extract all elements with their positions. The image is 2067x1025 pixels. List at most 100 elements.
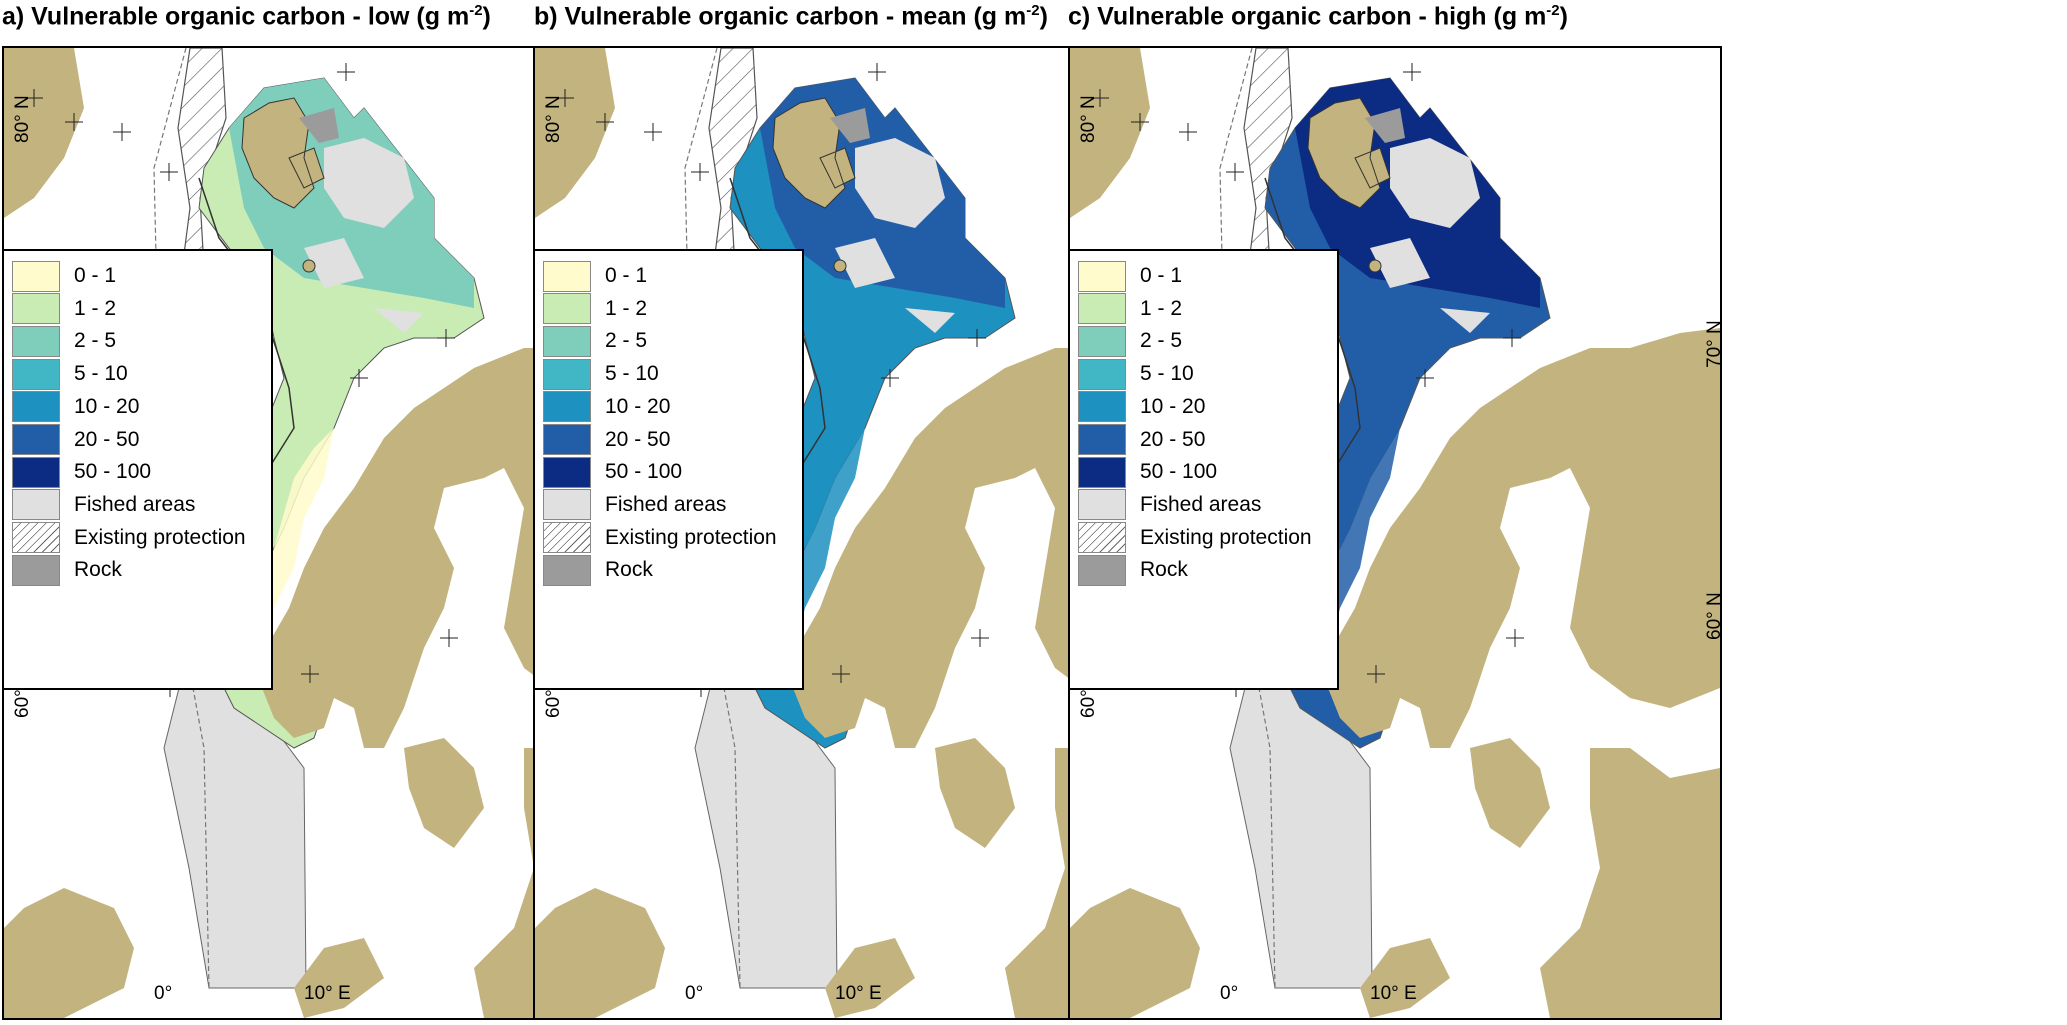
- graticule-cross: [881, 369, 899, 387]
- fished-area-barents: [835, 138, 955, 333]
- eez-boundary: [684, 48, 741, 989]
- uk-islands-land: [1070, 618, 1200, 1018]
- legend-item: 10 - 20: [543, 391, 670, 423]
- legend-swatch: [1078, 391, 1126, 423]
- legend-swatch: [1078, 325, 1126, 357]
- graticule-cross: [1403, 63, 1421, 81]
- legend-label: 10 - 20: [605, 394, 671, 418]
- panel-title-superscript: -2: [469, 2, 483, 19]
- legend-swatch: [12, 456, 60, 488]
- graticule-cross: [1226, 163, 1244, 181]
- legend-label: 1 - 2: [74, 296, 117, 320]
- legend-item: 10 - 20: [1078, 391, 1205, 423]
- legend-item: Existing protection: [543, 522, 777, 554]
- legend-swatch: [1078, 424, 1126, 455]
- grid-label-lon-10: 10° E: [835, 983, 882, 1004]
- legend-item: Rock: [1078, 554, 1188, 586]
- greenland-land: [535, 48, 615, 218]
- legend-label: 10 - 20: [74, 394, 140, 418]
- legend-swatch: [12, 489, 60, 521]
- panel-title-text: a) Vulnerable organic carbon - low (g m: [2, 2, 470, 31]
- graticule-cross: [337, 63, 355, 81]
- panel-title-text: b) Vulnerable organic carbon - mean (g m: [534, 2, 1027, 31]
- graticule-cross: [1367, 665, 1385, 683]
- graticule-cross: [25, 89, 43, 107]
- legend-label: Fished areas: [605, 492, 727, 516]
- legend-item: 0 - 1: [1078, 260, 1182, 292]
- panel-title-superscript: -2: [1546, 2, 1560, 19]
- legend-swatch: [543, 456, 591, 488]
- continental-europe-land: [1360, 738, 1720, 1018]
- legend-swatch: [12, 260, 60, 292]
- graticule-cross: [350, 369, 368, 387]
- legend-item: Rock: [543, 554, 653, 586]
- grid-label-lat-80: 80° N: [1078, 95, 1099, 143]
- graticule-cross: [113, 123, 131, 141]
- legend-label: 0 - 1: [1140, 264, 1183, 287]
- graticule-cross: [1416, 369, 1434, 387]
- legend-item: 1 - 2: [543, 293, 647, 325]
- panel-title-close: ): [482, 2, 491, 31]
- panel-title-close: ): [1039, 2, 1048, 31]
- legend-swatch: [1078, 489, 1126, 521]
- legend-label: 20 - 50: [1140, 427, 1206, 451]
- legend-item: 20 - 50: [12, 424, 139, 456]
- legend-swatch: [543, 325, 591, 357]
- graticule-cross: [1506, 629, 1524, 647]
- panel-title-b: b) Vulnerable organic carbon - mean (g m…: [534, 2, 1048, 31]
- graticule-cross: [691, 163, 709, 181]
- legend-item: Existing protection: [1078, 522, 1312, 554]
- legend-item: 10 - 20: [12, 391, 139, 423]
- legend-label: Fished areas: [1140, 492, 1262, 516]
- scandinavia-land: [1328, 328, 1720, 748]
- legend-label: Existing protection: [605, 525, 777, 549]
- legend-label: 1 - 2: [1140, 296, 1183, 320]
- eez-boundary: [153, 48, 210, 989]
- greenland-land: [4, 48, 84, 218]
- legend-swatch: [12, 293, 60, 325]
- fished-area-barents: [304, 138, 424, 333]
- legend-label: 1 - 2: [605, 296, 648, 320]
- grid-label-lat-70: 70° N: [1704, 320, 1722, 368]
- legend-label: 10 - 20: [1140, 394, 1206, 418]
- legend-swatch: [1078, 522, 1126, 554]
- grid-label-lat-80: 80° N: [543, 95, 564, 143]
- legend-item: 2 - 5: [543, 325, 647, 357]
- legend-item: 5 - 10: [12, 358, 128, 390]
- graticule-cross: [596, 113, 614, 131]
- graticule-cross: [437, 329, 455, 347]
- legend-swatch: [1078, 358, 1126, 390]
- svalbard-land: [772, 97, 856, 209]
- grid-label-lat-80: 80° N: [12, 95, 33, 143]
- panel-title-text: c) Vulnerable organic carbon - high (g m: [1068, 2, 1547, 31]
- panel-title-c: c) Vulnerable organic carbon - high (g m…: [1068, 2, 1568, 31]
- legend-label: 50 - 100: [605, 460, 683, 484]
- graticule-cross: [1091, 89, 1109, 107]
- graticule-cross: [971, 629, 989, 647]
- legend-item: 50 - 100: [12, 456, 151, 488]
- graticule-cross: [440, 629, 458, 647]
- graticule-cross: [65, 113, 83, 131]
- panel-title-close: ): [1559, 2, 1568, 31]
- uk-islands-land: [4, 618, 134, 1018]
- uk-islands-land: [535, 618, 665, 1018]
- legend-swatch: [1078, 260, 1126, 292]
- legend-label: 2 - 5: [74, 329, 117, 353]
- graticule-cross: [644, 123, 662, 141]
- legend-label: 50 - 100: [1140, 460, 1218, 484]
- panel-title-a: a) Vulnerable organic carbon - low (g m-…: [2, 2, 491, 31]
- legend-item: 0 - 1: [543, 260, 647, 292]
- legend-label: Fished areas: [74, 492, 196, 516]
- graticule-cross: [556, 89, 574, 107]
- legend-label: 20 - 50: [74, 427, 140, 451]
- panel-title-superscript: -2: [1026, 2, 1040, 19]
- legend-label: Rock: [74, 558, 122, 582]
- legend-swatch: [1078, 293, 1126, 325]
- legend-label: 20 - 50: [605, 427, 671, 451]
- legend-item: 20 - 50: [543, 424, 670, 456]
- map-legend: 0 - 1 1 - 2 2 - 5 5 - 10 10 - 20 20 - 50 50 - …: [4, 249, 273, 690]
- legend-item: 2 - 5: [1078, 325, 1182, 357]
- legend-swatch: [12, 391, 60, 423]
- legend-label: Rock: [605, 558, 653, 582]
- carbon-class-coastal: [1320, 428, 1400, 648]
